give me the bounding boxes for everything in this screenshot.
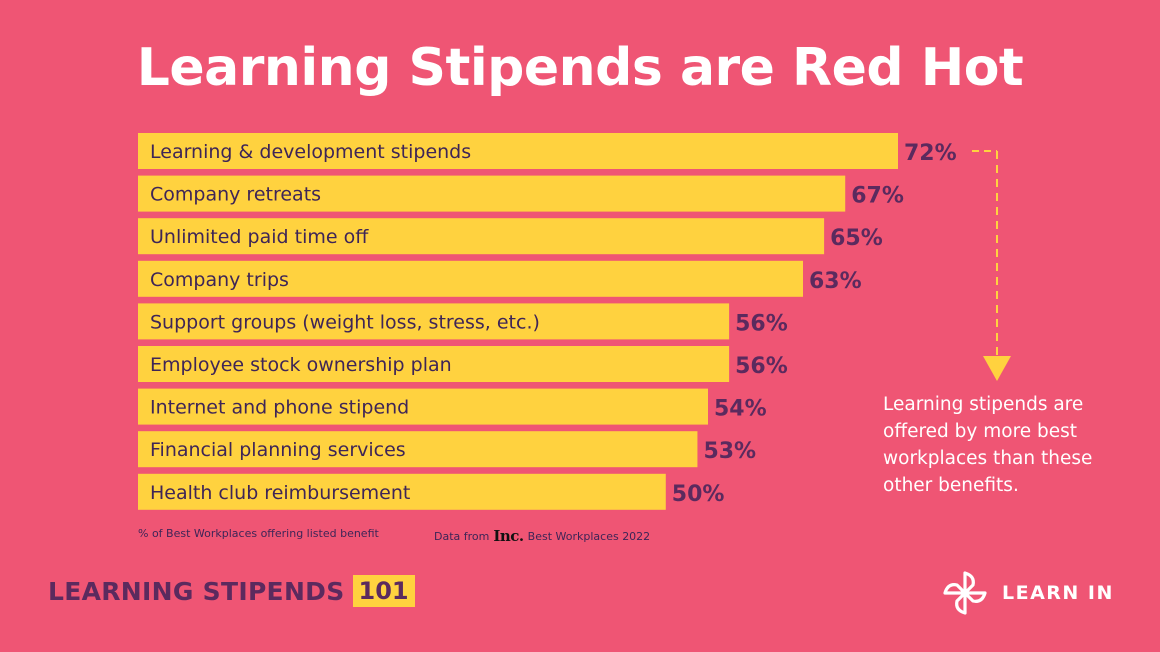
bar-3 xyxy=(138,218,825,255)
bar-category-label: Unlimited paid time off xyxy=(150,226,369,248)
pinwheel-logo-icon xyxy=(943,571,987,615)
bar-6 xyxy=(138,346,730,382)
bar-chart: Learning & development stipends 72% Compan… xyxy=(138,133,1011,510)
bar-category-label: Employee stock ownership plan xyxy=(150,354,452,376)
bar-value-label: 67% xyxy=(851,184,904,209)
bar-value-label: 50% xyxy=(672,482,725,507)
company-branding: LEARN IN xyxy=(940,568,1114,618)
bar-value-label: 54% xyxy=(714,397,767,422)
company-name: LEARN IN xyxy=(1002,582,1114,604)
series-branding: LEARNING STIPENDS 101 xyxy=(48,575,415,607)
bar-7 xyxy=(138,388,708,425)
measure-footnote: % of Best Workplaces offering listed ben… xyxy=(138,527,379,540)
bar-value-label: 56% xyxy=(735,354,788,379)
bar-value-label: 72% xyxy=(904,141,957,166)
dashed-arrow-down-icon xyxy=(972,150,1011,381)
bar-value-label: 65% xyxy=(830,226,883,251)
bar-category-label: Health club reimbursement xyxy=(150,482,410,504)
source-footnote: Data from Inc. Best Workplaces 2022 xyxy=(434,527,650,545)
bar-category-label: Company retreats xyxy=(150,184,321,206)
bar-value-label: 53% xyxy=(703,439,756,464)
bar-1 xyxy=(138,133,898,169)
bar-5 xyxy=(138,303,730,340)
source-suffix: Best Workplaces 2022 xyxy=(527,529,651,543)
bar-category-label: Support groups (weight loss, stress, etc… xyxy=(150,311,540,333)
bar-2 xyxy=(138,175,846,212)
bar-category-label: Company trips xyxy=(150,269,289,291)
bar-value-label: 56% xyxy=(735,311,788,336)
bar-category-label: Internet and phone stipend xyxy=(150,397,409,419)
bar-8 xyxy=(138,431,698,468)
bar-value-label: 63% xyxy=(809,269,862,294)
bar-category-label: Financial planning services xyxy=(150,439,406,461)
callout-text: Learning stipends are offered by more be… xyxy=(883,394,1093,496)
inc-logo: Inc. xyxy=(493,527,524,545)
bar-4 xyxy=(138,260,803,297)
series-name: LEARNING STIPENDS xyxy=(48,576,345,606)
arrow-head xyxy=(983,356,1011,381)
source-prefix: Data from xyxy=(434,529,490,543)
page-title: Learning Stipends are Red Hot xyxy=(136,38,1024,98)
series-badge: 101 xyxy=(352,575,415,607)
bar-category-label: Learning & development stipends xyxy=(150,141,471,163)
bar-9 xyxy=(138,473,666,510)
